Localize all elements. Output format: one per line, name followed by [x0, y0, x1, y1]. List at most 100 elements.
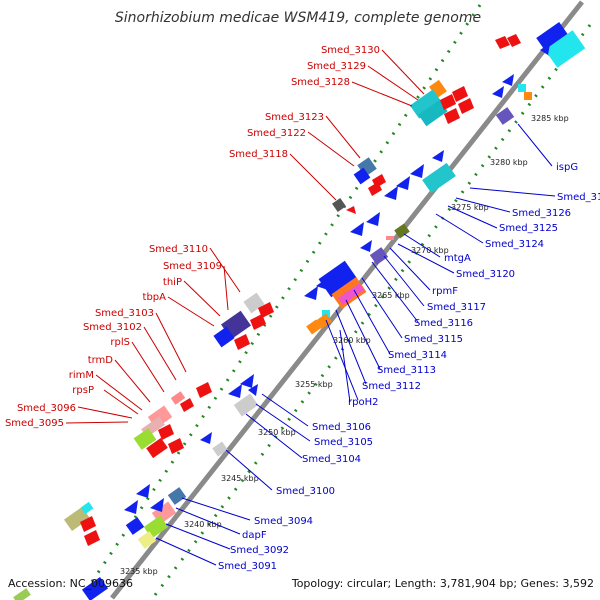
gene-arrow-reverse — [492, 86, 504, 98]
gene-arrow-forward — [346, 206, 356, 214]
gene-block — [137, 531, 157, 549]
gene-block — [81, 576, 109, 600]
gene-block — [212, 441, 228, 457]
gene-label[interactable]: Smed_3095 — [5, 418, 64, 429]
gene-label[interactable]: Smed_3115 — [404, 334, 463, 345]
gene-block — [418, 99, 448, 127]
gene-arrow-reverse — [240, 374, 254, 388]
gc-dots-inner — [153, 24, 592, 596]
gene-label[interactable]: Smed_3114 — [388, 350, 447, 361]
gene-arrow-forward — [158, 424, 174, 440]
gene-label[interactable]: Smed_3123 — [265, 112, 324, 123]
gene-label[interactable]: Smed_3092 — [230, 545, 289, 556]
gene-label[interactable]: rpsP — [72, 385, 94, 396]
gene-label[interactable]: Smed_3102 — [83, 322, 142, 333]
gene-label[interactable]: Smed_3091 — [218, 561, 277, 572]
gene-block — [125, 517, 145, 535]
tick-label: 3265 kbp — [372, 291, 410, 300]
gene-label[interactable]: Smed_3109 — [163, 261, 222, 272]
gene-arrow-reverse — [384, 186, 398, 200]
gene-block — [518, 84, 526, 92]
gene-block — [213, 326, 235, 348]
tick-label: 3250 kbp — [258, 428, 296, 437]
gene-label[interactable]: Smed_3103 — [95, 308, 154, 319]
gene-label[interactable]: Smed_3105 — [314, 437, 373, 448]
gene-block — [63, 506, 91, 532]
gene-block — [394, 223, 410, 239]
gene-label[interactable]: Smed_3116 — [414, 318, 473, 329]
gene-label[interactable]: Smed_3127 — [557, 192, 600, 203]
gene-arrow-reverse — [316, 276, 330, 290]
gene-label[interactable]: Smed_3122 — [247, 128, 306, 139]
tick-label: 3275 kbp — [451, 203, 489, 212]
gene-label[interactable]: Smed_3118 — [229, 149, 288, 160]
gene-label[interactable]: Smed_3113 — [377, 365, 436, 376]
gene-block — [544, 30, 586, 68]
gene-arrow-forward — [180, 398, 194, 412]
gene-label[interactable]: dapF — [242, 530, 267, 541]
gene-label[interactable]: rplS — [110, 337, 130, 348]
gene-label[interactable]: tbpA — [143, 292, 167, 303]
gene-block — [318, 260, 358, 298]
gene-arrow-reverse — [410, 164, 424, 178]
gene-label[interactable]: Smed_3126 — [512, 208, 571, 219]
gene-arrow-reverse — [248, 384, 258, 396]
gene-label[interactable]: Smed_3106 — [312, 422, 371, 433]
tick-label: 3245 kbp — [221, 474, 259, 483]
gene-label[interactable]: Smed_3094 — [254, 516, 313, 527]
gene-arrow-reverse — [502, 74, 514, 86]
gene-arrow-reverse — [396, 176, 410, 190]
gene-block — [338, 283, 364, 305]
gene-block — [306, 319, 322, 335]
gene-arrow-reverse — [200, 432, 212, 444]
gene-block — [422, 162, 456, 194]
gene-label[interactable]: Smed_3096 — [17, 403, 76, 414]
gene-block — [316, 313, 332, 329]
gene-label[interactable]: Smed_3125 — [499, 223, 558, 234]
gene-label[interactable]: Smed_3110 — [149, 244, 208, 255]
gene-block — [353, 167, 371, 185]
tick-labels: 3235 kbp 3240 kbp 3245 kbp 3250 kbp 3255… — [120, 114, 569, 576]
gene-label[interactable]: ispG — [556, 162, 578, 173]
gene-block — [369, 247, 389, 265]
gene-label[interactable]: Smed_3130 — [321, 45, 380, 56]
left-labels: Smed_3130 Smed_3129 Smed_3128 Smed_3123 … — [5, 45, 380, 429]
gene-arrow-forward — [196, 382, 212, 398]
gene-label[interactable]: rimM — [69, 370, 94, 381]
gene-arrow-forward — [452, 86, 468, 102]
gene-arrow-forward — [234, 334, 250, 350]
gene-block — [409, 89, 443, 119]
tick-label: 3255 kbp — [295, 380, 333, 389]
gene-label[interactable]: thiP — [163, 277, 182, 288]
gene-arrow-reverse — [350, 222, 364, 236]
gene-label[interactable]: rpoH2 — [348, 397, 378, 408]
gene-arrow-forward — [84, 530, 100, 546]
left-leader-lines — [65, 49, 425, 424]
genome-summary-text: Topology: circular; Length: 3,781,904 bp… — [291, 577, 594, 590]
gene-label[interactable]: Smed_3124 — [485, 239, 544, 250]
gene-label[interactable]: Smed_3100 — [276, 486, 335, 497]
gene-arrow-reverse — [304, 286, 318, 300]
forward-strand-genes — [13, 21, 586, 600]
gene-block — [524, 92, 532, 100]
gene-arrow-forward — [440, 94, 456, 110]
map-title: Sinorhizobium medicae WSM419, complete g… — [115, 10, 481, 26]
gene-arrow-forward — [250, 314, 266, 330]
gene-block — [243, 292, 265, 314]
right-labels: ispG Smed_3127 Smed_3126 Smed_3125 Smed_… — [218, 162, 600, 572]
gene-label[interactable]: Smed_3112 — [362, 381, 421, 392]
gene-label[interactable]: Smed_3128 — [291, 77, 350, 88]
tick-label: 3285 kbp — [531, 114, 569, 123]
gene-arrow-forward — [368, 182, 382, 196]
gene-label[interactable]: rpmF — [432, 286, 458, 297]
gene-label[interactable]: Smed_3117 — [427, 302, 486, 313]
gene-label[interactable]: Smed_3120 — [456, 269, 515, 280]
gene-label[interactable]: mtgA — [444, 253, 471, 264]
gene-block — [386, 236, 394, 240]
gene-label[interactable]: trmD — [88, 355, 114, 366]
gene-arrow-forward — [444, 108, 460, 124]
gene-label[interactable]: Smed_3104 — [302, 454, 361, 465]
gene-label[interactable]: Smed_3129 — [307, 61, 366, 72]
gene-arrow-reverse — [360, 240, 372, 252]
